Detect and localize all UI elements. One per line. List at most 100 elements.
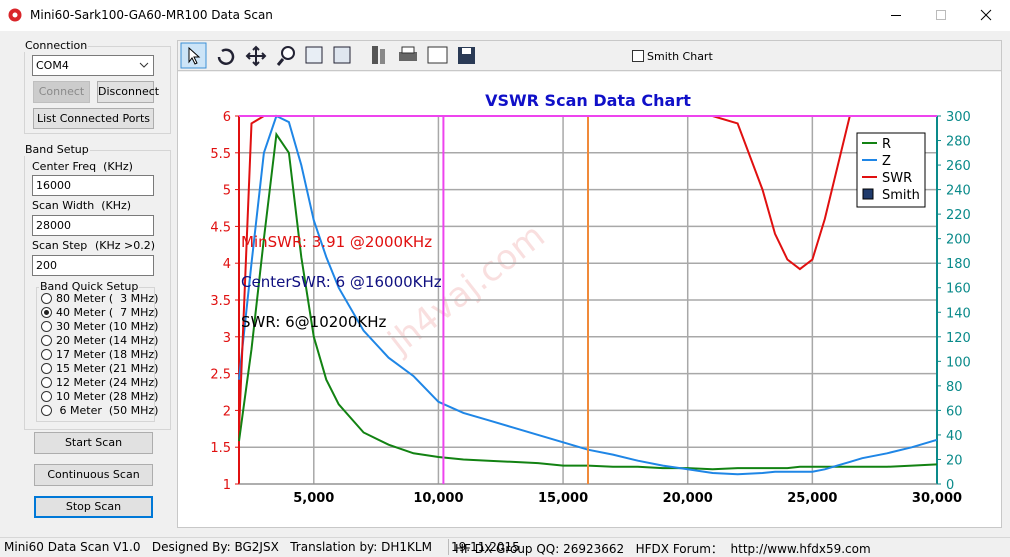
zoom-tool[interactable] [281, 46, 295, 60]
annotation: SWR: 6@10200KHz [241, 313, 387, 331]
x-tick-label: 30,000 [912, 491, 962, 506]
center-input[interactable]: 16000 [32, 175, 154, 196]
radio-button[interactable] [41, 363, 52, 374]
window-controls[interactable] [880, 0, 1010, 31]
y2-tick-label: 120 [946, 331, 971, 346]
radio-label: 30 Meter (10 MHz) [56, 320, 159, 333]
y-tick-label: 6 [223, 110, 231, 125]
toolbar: Smith Chart [178, 42, 1001, 71]
radio-button[interactable] [41, 377, 52, 388]
width-input[interactable]: 28000 [32, 215, 154, 236]
y2-tick-label: 40 [946, 429, 963, 444]
legend-label: SWR [882, 171, 912, 186]
start-button[interactable]: Start Scan [34, 432, 153, 454]
legend-label: Smith [882, 188, 920, 203]
legend-swatch [862, 188, 874, 200]
radio-button[interactable] [41, 293, 52, 304]
y2-tick-label: 160 [946, 282, 971, 297]
pan-tool[interactable] [245, 45, 267, 67]
x-tick-label: 5,000 [293, 491, 334, 506]
field-label: Center Freq (KHz) [32, 160, 133, 173]
stop-button[interactable]: Stop Scan [34, 496, 153, 518]
smith-checkbox-label: Smith Chart [647, 50, 713, 63]
radio-label: 6 Meter (50 MHz) [56, 404, 159, 417]
radio-button[interactable] [41, 349, 52, 360]
radio-button[interactable] [41, 307, 52, 318]
y2-tick-label: 60 [946, 404, 963, 419]
radio-button[interactable] [41, 335, 52, 346]
zoom-fit-tool[interactable] [305, 46, 323, 64]
reset-tool[interactable] [217, 48, 235, 65]
annotation: MinSWR: 3.91 @2000KHz [241, 233, 432, 251]
y-tick-label: 4.5 [210, 220, 231, 235]
settings-tool[interactable] [372, 46, 378, 64]
y-tick-label: 1 [223, 478, 231, 493]
field-label: Scan Width (KHz) [32, 199, 132, 212]
y-tick-label: 2 [223, 404, 231, 419]
app-icon [8, 8, 22, 22]
disconnect-button[interactable]: Disconnect [97, 81, 159, 103]
radio-button[interactable] [41, 321, 52, 332]
radio-label: 20 Meter (14 MHz) [56, 334, 159, 347]
radio-dot [44, 310, 49, 315]
status-right: HF DX Group QQ: 26923662 HFDX Forum： htt… [455, 542, 871, 556]
smith-checkbox[interactable] [632, 50, 644, 62]
y-tick-label: 5 [223, 184, 231, 199]
legend-label: R [882, 137, 891, 152]
continuous-button[interactable]: Continuous Scan [34, 464, 153, 486]
x-tick-label: 15,000 [538, 491, 588, 506]
y2-tick-label: 140 [946, 306, 971, 321]
y2-tick-label: 80 [946, 380, 963, 395]
y-tick-label: 4 [223, 257, 231, 272]
y2-tick-label: 300 [946, 110, 971, 125]
y2-tick-label: 220 [946, 208, 971, 223]
field-hint: (KHz >0.2) [95, 239, 156, 252]
group-label: Connection [24, 39, 89, 52]
status-left: Mini60 Data Scan V1.0 Designed By: BG2JS… [4, 540, 520, 554]
y2-tick-label: 280 [946, 135, 971, 150]
status-separator [448, 539, 449, 555]
radio-label: 17 Meter (18 MHz) [56, 348, 159, 361]
y2-tick-label: 180 [946, 257, 971, 272]
port-select[interactable]: COM4 [32, 55, 154, 76]
step-input[interactable]: 200 [32, 255, 154, 276]
x-tick-label: 20,000 [663, 491, 713, 506]
radio-label: 80 Meter ( 3 MHz) [56, 292, 159, 305]
band-setup-group [24, 150, 171, 430]
y-tick-label: 1.5 [210, 441, 231, 456]
print-tool[interactable] [399, 52, 417, 61]
y2-tick-label: 260 [946, 159, 971, 174]
y-tick-label: 2.5 [210, 368, 231, 383]
chart-title: VSWR Scan Data Chart [485, 91, 691, 110]
table-tool[interactable] [333, 46, 351, 64]
y-tick-label: 5.5 [210, 147, 231, 162]
radio-label: 15 Meter (21 MHz) [56, 362, 159, 375]
y2-tick-label: 100 [946, 355, 971, 370]
title-bar: Mini60-Sark100-GA60-MR100 Data Scan [0, 0, 1010, 31]
group-label: Band Quick Setup [39, 280, 140, 293]
connection-group [24, 46, 171, 134]
status-bar [0, 537, 1010, 557]
group-label: Band Setup [24, 143, 90, 156]
copy-tool[interactable] [427, 46, 448, 64]
y-tick-label: 3 [223, 331, 231, 346]
chart-panel [177, 40, 1002, 528]
window-title: Mini60-Sark100-GA60-MR100 Data Scan [30, 8, 273, 22]
field-label: Scan Step [32, 239, 88, 252]
dropdown-arrow [139, 62, 149, 68]
pointer-icon [188, 46, 201, 65]
legend-label: Z [882, 154, 891, 169]
connect-button[interactable]: Connect [33, 81, 90, 103]
x-tick-label: 25,000 [787, 491, 837, 506]
y2-tick-label: 20 [946, 453, 963, 468]
radio-label: 12 Meter (24 MHz) [56, 376, 159, 389]
annotation: CenterSWR: 6 @16000KHz [241, 273, 442, 291]
y2-tick-label: 240 [946, 184, 971, 199]
list-ports-button[interactable]: List Connected Ports [33, 108, 154, 129]
port-value: COM4 [36, 59, 69, 72]
radio-button[interactable] [41, 405, 52, 416]
radio-button[interactable] [41, 391, 52, 402]
y2-tick-label: 0 [946, 478, 954, 493]
